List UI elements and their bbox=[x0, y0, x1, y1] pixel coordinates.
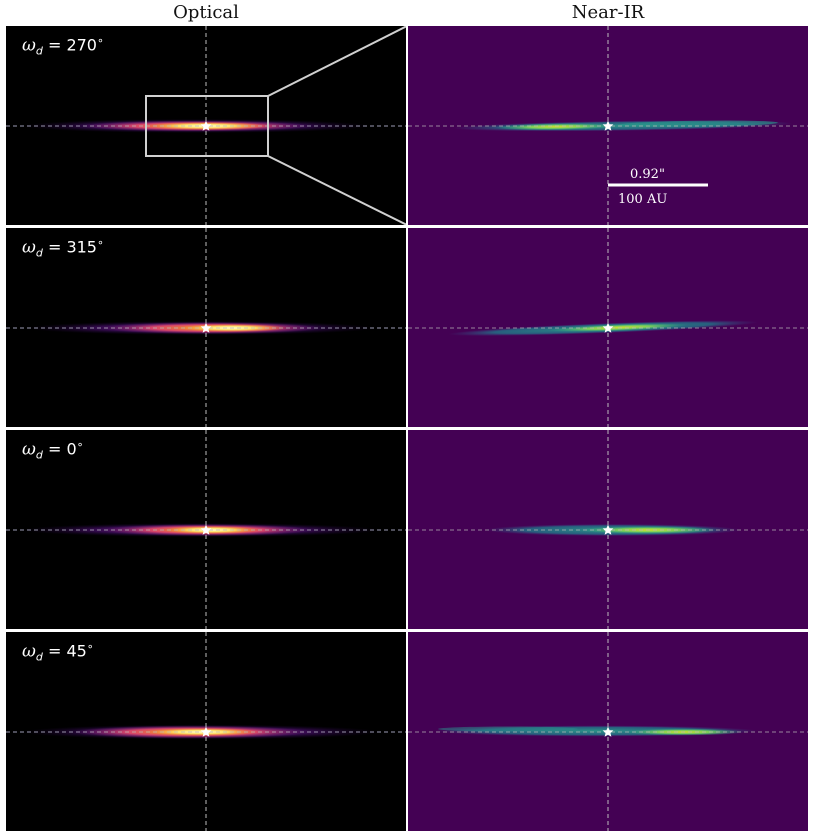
optical-panel-row-1: ωd = 270∘ bbox=[6, 26, 406, 225]
nearir-panel-row-2 bbox=[408, 228, 808, 427]
scale-arcsec-label: 0.92" bbox=[630, 167, 665, 182]
optical-panel-row-2: ωd = 315∘ bbox=[6, 228, 406, 427]
omega-label-row-2: ωd = 315∘ bbox=[22, 236, 104, 260]
zoom-box bbox=[145, 95, 269, 157]
optical-column-title: Optical bbox=[173, 2, 239, 23]
omega-label-row-4: ωd = 45∘ bbox=[22, 640, 94, 664]
nearir-panel-row-1: 0.92" 100 AU bbox=[408, 26, 808, 225]
nearir-panel-row-4 bbox=[408, 632, 808, 831]
scale-au-label: 100 AU bbox=[618, 192, 668, 207]
optical-panel-row-3: ωd = 0∘ bbox=[6, 430, 406, 629]
nearir-panel-row-3 bbox=[408, 430, 808, 629]
optical-panel-row-4: ωd = 45∘ bbox=[6, 632, 406, 831]
nearir-column-title: Near-IR bbox=[571, 2, 645, 23]
omega-label-row-3: ωd = 0∘ bbox=[22, 438, 84, 462]
omega-label-row-1: ωd = 270∘ bbox=[22, 34, 104, 58]
